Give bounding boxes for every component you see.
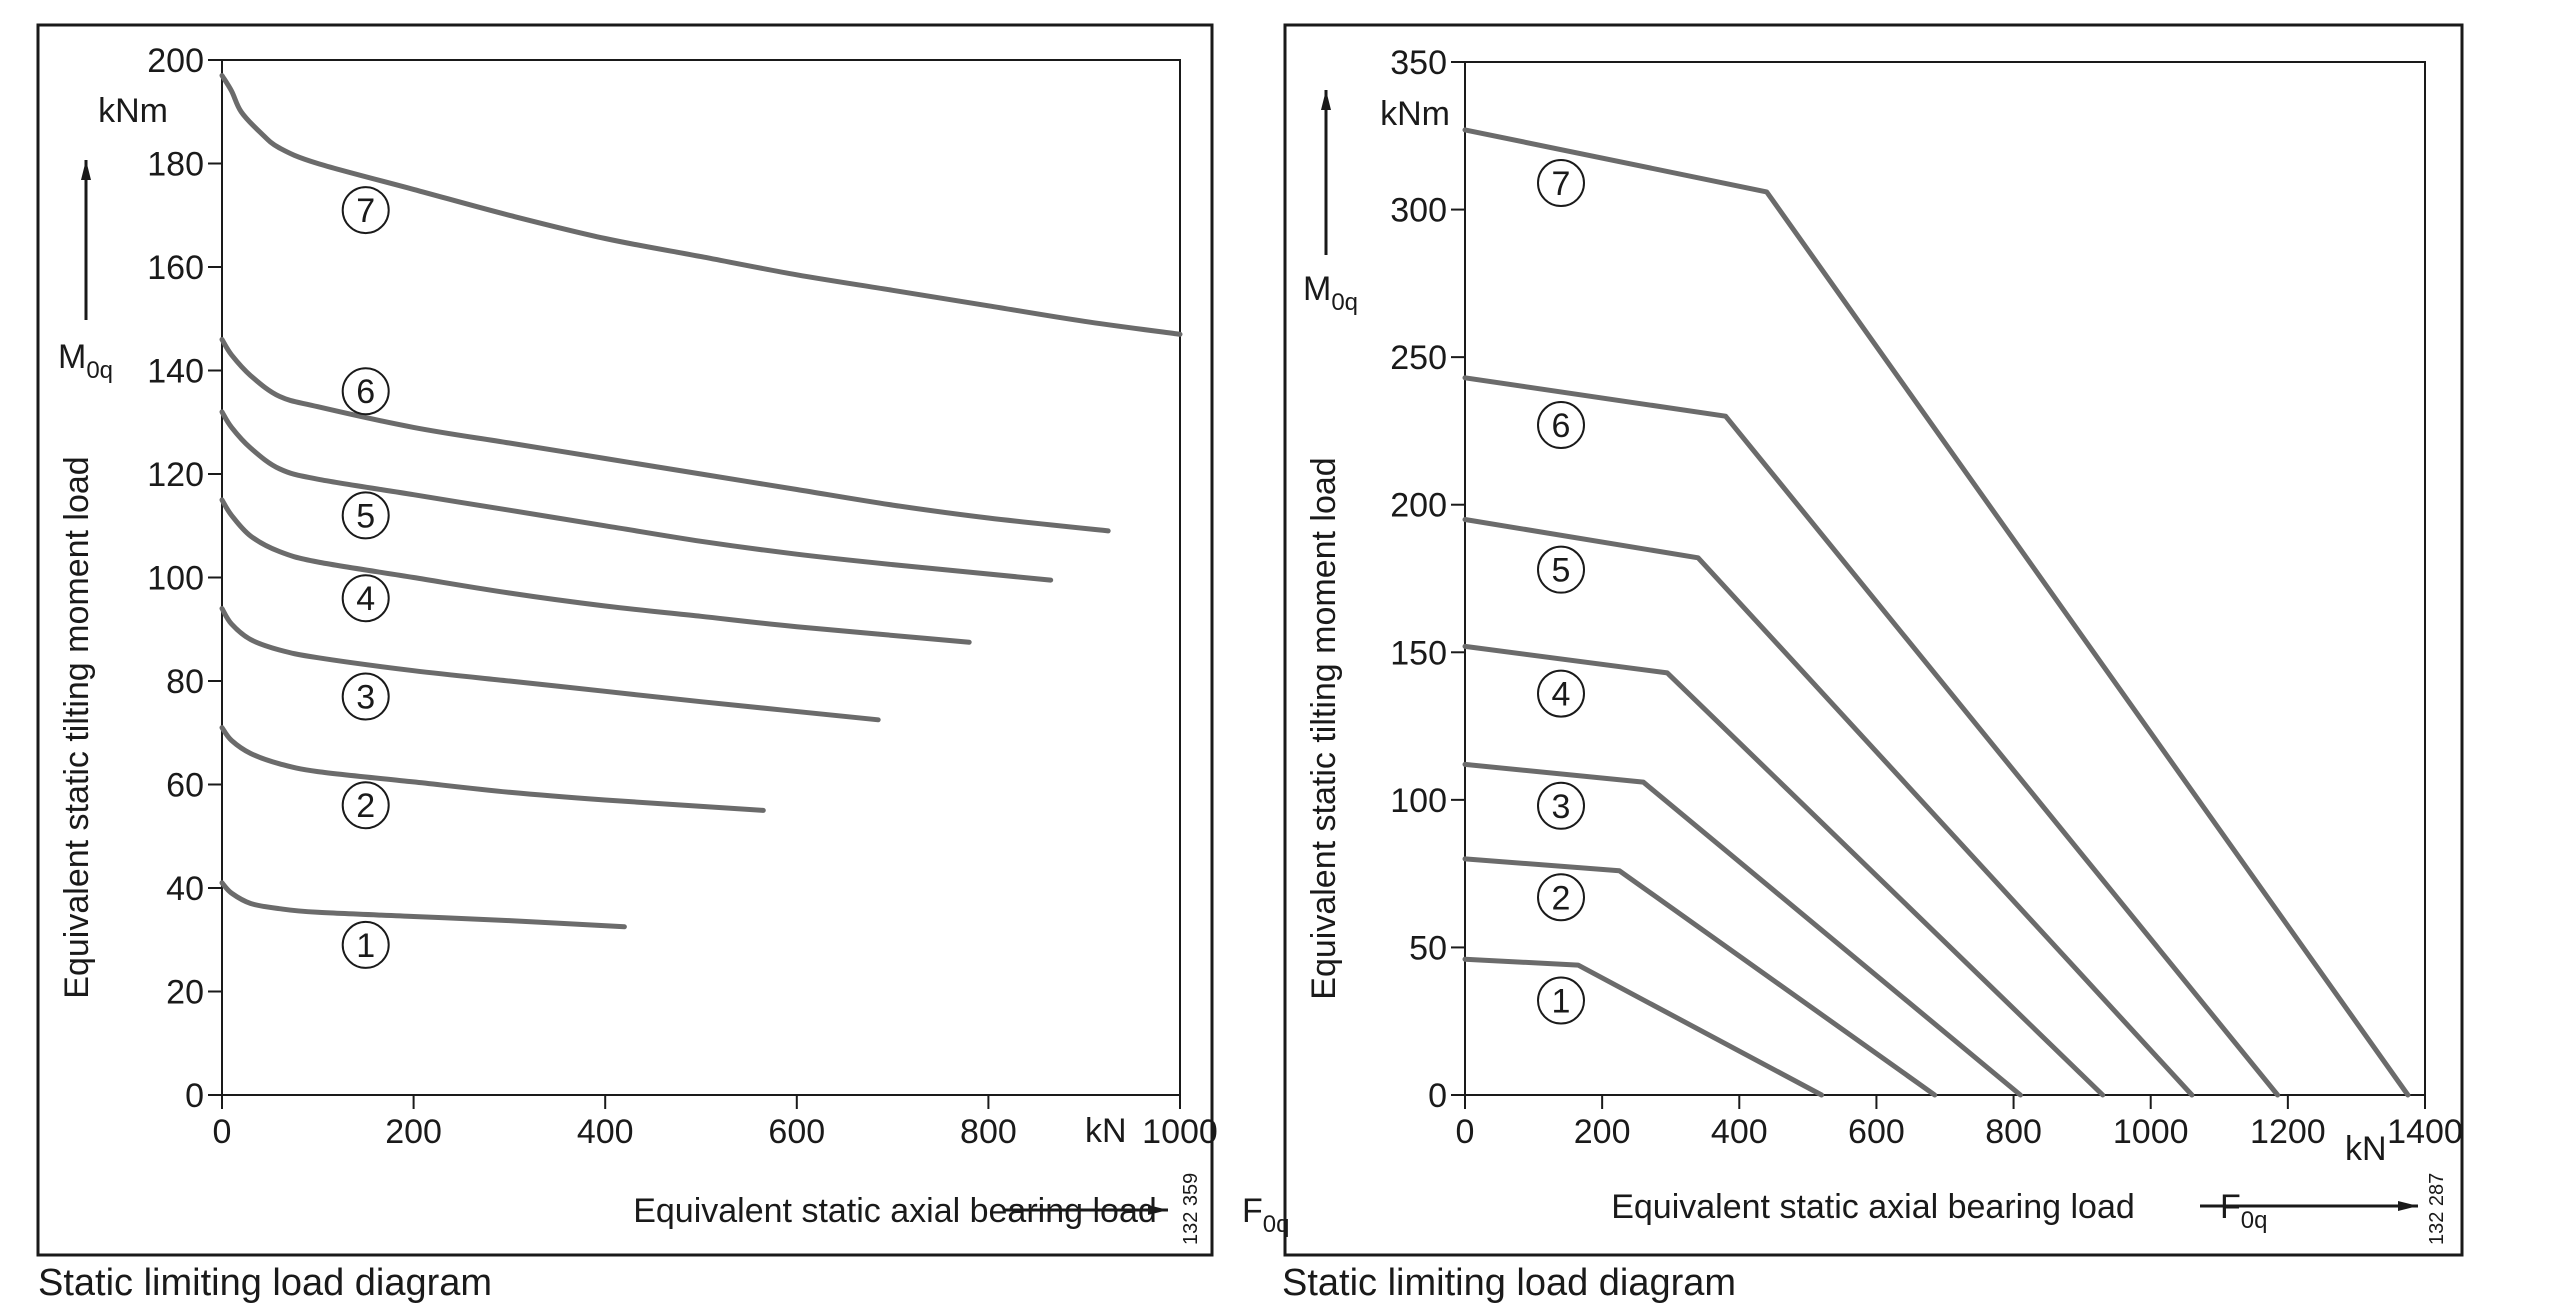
series-line-4 bbox=[219, 497, 972, 645]
series-marker-circle bbox=[341, 574, 390, 623]
x-tick-label: 200 bbox=[1574, 1113, 1631, 1151]
y-tick-label: 150 bbox=[1390, 634, 1447, 672]
y-axis-label: Equivalent static tilting moment load bbox=[58, 456, 96, 998]
x-unit-label: kN bbox=[2345, 1130, 2387, 1168]
chart-frame bbox=[1283, 23, 2464, 1257]
series-line-7 bbox=[1462, 127, 2411, 1098]
x-tick-label: 600 bbox=[768, 1113, 825, 1151]
figure-code: 132 359 bbox=[1180, 1173, 1202, 1245]
y-tick-label: 250 bbox=[1390, 339, 1447, 377]
y-tick-label: 350 bbox=[1390, 44, 1447, 82]
chart-panel-1: 0 20 40 60 80 100 120 140 160 180 200 0 200 400 600 800… bbox=[36, 23, 1289, 1257]
series-marker-circle bbox=[341, 186, 390, 235]
x-tick-label: 400 bbox=[1711, 1113, 1768, 1151]
series-marker-circle bbox=[1537, 669, 1585, 718]
y-unit-label: kNm bbox=[1380, 95, 1450, 133]
x-tick-label: 0 bbox=[213, 1113, 232, 1151]
chart-frame bbox=[36, 23, 1214, 1257]
series-marker-circle bbox=[341, 672, 390, 721]
y-symbol: M0q bbox=[1303, 270, 1358, 316]
series-label-2: 2 bbox=[356, 787, 375, 825]
series-label-1: 1 bbox=[1552, 983, 1571, 1021]
series-line-6 bbox=[219, 337, 1111, 534]
y-tick-label: 180 bbox=[147, 146, 204, 184]
x-tick-label: 800 bbox=[1985, 1113, 2042, 1151]
series-marker-circle bbox=[341, 491, 390, 540]
series-line-3 bbox=[219, 606, 881, 723]
caption-right: Static limiting load diagram bbox=[1282, 1262, 1737, 1304]
y-tick-label: 0 bbox=[1428, 1077, 1447, 1115]
y-unit-label: kNm bbox=[98, 92, 168, 130]
y-tick-label: 100 bbox=[147, 560, 204, 598]
series-line-7 bbox=[219, 73, 1183, 337]
x-tick-label: 400 bbox=[577, 1113, 634, 1151]
y-tick-label: 0 bbox=[185, 1077, 204, 1115]
x-tick-label: 1400 bbox=[2387, 1113, 2463, 1151]
y-tick-label: 50 bbox=[1409, 929, 1447, 967]
x-tick-label: 1200 bbox=[2250, 1113, 2326, 1151]
series-label-6: 6 bbox=[356, 373, 375, 411]
series-label-3: 3 bbox=[1552, 788, 1571, 826]
y-tick-label: 140 bbox=[147, 353, 204, 391]
y-tick-label: 40 bbox=[166, 870, 204, 908]
series-label-4: 4 bbox=[356, 580, 375, 618]
series-marker-circle bbox=[341, 367, 390, 416]
series-marker-circle bbox=[1537, 976, 1585, 1025]
series-label-7: 7 bbox=[1552, 165, 1571, 203]
series-marker-circle bbox=[1537, 159, 1585, 208]
series-label-4: 4 bbox=[1552, 676, 1571, 714]
series-label-3: 3 bbox=[356, 679, 375, 717]
x-tick-label: 600 bbox=[1848, 1113, 1905, 1151]
series-label-2: 2 bbox=[1552, 879, 1571, 917]
series-line-5 bbox=[1462, 517, 2195, 1098]
y-tick-label: 60 bbox=[166, 767, 204, 805]
series-marker-circle bbox=[1537, 545, 1585, 594]
series-marker-circle bbox=[1537, 873, 1585, 922]
caption-left: Static limiting load diagram bbox=[38, 1262, 493, 1304]
series-line-3 bbox=[1462, 761, 2023, 1098]
series-line-2 bbox=[219, 725, 766, 813]
x-symbol: F0q bbox=[2220, 1188, 2267, 1234]
series-line-1 bbox=[1462, 956, 1825, 1098]
series-marker-circle bbox=[1537, 781, 1585, 830]
y-tick-label: 120 bbox=[147, 456, 204, 494]
y-tick-label: 160 bbox=[147, 249, 204, 287]
x-tick-label: 200 bbox=[385, 1113, 442, 1151]
x-axis-label: Equivalent static axial bearing load bbox=[1611, 1188, 2135, 1226]
series-line-2 bbox=[1462, 856, 1938, 1098]
y-tick-label: 200 bbox=[1390, 487, 1447, 525]
series-line-1 bbox=[219, 880, 627, 930]
y-tick-label: 300 bbox=[1390, 192, 1447, 230]
figure-code: 132 287 bbox=[2426, 1173, 2448, 1245]
x-unit-label: kN bbox=[1085, 1112, 1127, 1150]
series-marker-circle bbox=[1537, 401, 1585, 450]
x-tick-label: 1000 bbox=[1142, 1113, 1218, 1151]
x-tick-label: 1000 bbox=[2113, 1113, 2189, 1151]
series-label-5: 5 bbox=[356, 497, 375, 535]
y-tick-label: 200 bbox=[147, 42, 204, 80]
x-tick-label: 800 bbox=[960, 1113, 1017, 1151]
y-tick-label: 20 bbox=[166, 974, 204, 1012]
series-line-6 bbox=[1462, 375, 2281, 1098]
series-marker-circle bbox=[341, 781, 390, 830]
series-label-5: 5 bbox=[1552, 552, 1571, 590]
y-symbol: M0q bbox=[58, 338, 113, 384]
plot-area bbox=[1464, 61, 2426, 1096]
series-label-1: 1 bbox=[356, 927, 375, 965]
series-label-7: 7 bbox=[356, 192, 375, 230]
y-tick-label: 80 bbox=[166, 663, 204, 701]
series-line-4 bbox=[1462, 643, 2106, 1098]
series-line-5 bbox=[219, 409, 1054, 583]
x-symbol: F0q bbox=[1242, 1192, 1289, 1238]
x-tick-label: 0 bbox=[1456, 1113, 1475, 1151]
y-tick-label: 100 bbox=[1390, 782, 1447, 820]
y-axis-label: Equivalent static tilting moment load bbox=[1305, 457, 1343, 999]
series-label-6: 6 bbox=[1552, 407, 1571, 445]
series-marker-circle bbox=[341, 920, 390, 969]
